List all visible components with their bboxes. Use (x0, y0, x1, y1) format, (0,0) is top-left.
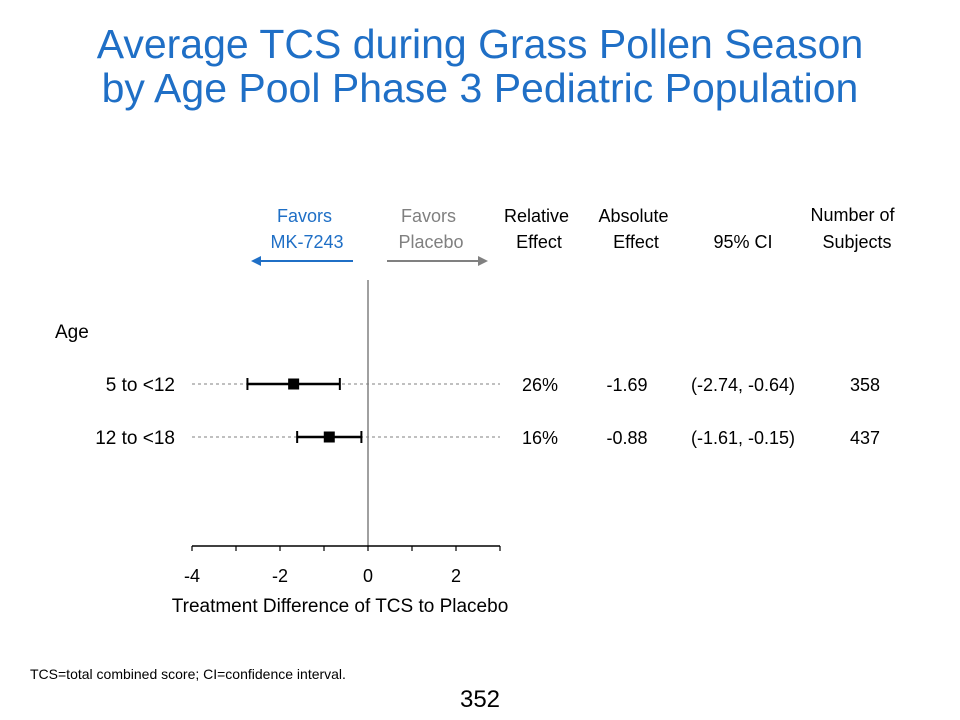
ci-header: 95% CI (713, 232, 772, 252)
group-label-age: Age (55, 322, 89, 343)
absolute-effect-header: Absolute Effect (598, 206, 673, 252)
row-label: 12 to <18 (95, 428, 175, 449)
x-tick-label: 0 (363, 566, 373, 586)
x-axis: -4 -2 0 2 (184, 545, 501, 586)
subjects-value: 358 (850, 375, 880, 395)
absolute-effect-value: -0.88 (606, 428, 647, 448)
row-label: 5 to <12 (106, 375, 175, 396)
relative-effect-header: Relative Effect (504, 206, 574, 252)
favors-placebo-header: Favors Placebo (398, 206, 463, 252)
footnote: TCS=total combined score; CI=confidence … (30, 666, 346, 682)
x-tick-label: -4 (184, 566, 200, 586)
title-line-2: by Age Pool Phase 3 Pediatric Population (101, 65, 859, 111)
page-number: 352 (459, 686, 501, 713)
absolute-effect-value: -1.69 (606, 375, 647, 395)
favors-active-header: Favors MK-7243 (270, 206, 343, 252)
forest-rows: 5 to <12 26% -1.69 (-2.74, -0.64) 358 12 to <… (95, 375, 880, 449)
relative-effect-value: 16% (522, 428, 558, 448)
ci-value: (-2.74, -0.64) (691, 375, 795, 395)
point-estimate (323, 431, 335, 443)
x-tick-label: -2 (272, 566, 288, 586)
relative-effect-value: 26% (522, 375, 558, 395)
subjects-value: 437 (850, 428, 880, 448)
title-line-1: Average TCS during Grass Pollen Season (96, 21, 864, 67)
x-axis-label: Treatment Difference of TCS to Placebo (172, 596, 509, 617)
point-estimate (288, 378, 300, 390)
chart-title: Average TCS during Grass Pollen Season b… (0, 22, 960, 110)
x-tick-label: 2 (451, 566, 461, 586)
ci-value: (-1.61, -0.15) (691, 428, 795, 448)
subjects-header: Number of Subjects (810, 205, 899, 252)
